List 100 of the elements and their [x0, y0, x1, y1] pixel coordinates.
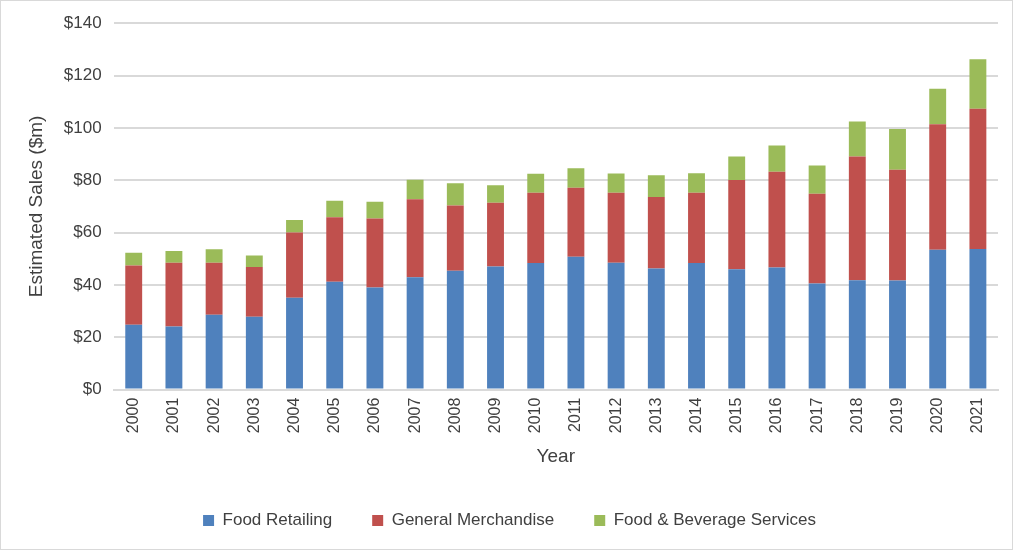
bar — [366, 287, 384, 389]
y-tick-label: $80 — [73, 169, 102, 189]
bar — [728, 269, 746, 389]
bar — [889, 280, 906, 389]
bar — [607, 173, 625, 193]
bar — [125, 324, 143, 389]
bar — [607, 192, 625, 263]
x-tick-label: 2013 — [646, 397, 664, 434]
x-tick-label: 2004 — [284, 397, 302, 434]
y-tick-label: $60 — [73, 222, 102, 242]
bar — [446, 270, 464, 389]
bar — [969, 249, 987, 389]
bar — [366, 218, 384, 288]
bar — [446, 183, 464, 206]
bar — [406, 179, 424, 200]
x-axis-title: Year — [536, 444, 576, 466]
bar — [165, 326, 183, 389]
x-tick-label: 2016 — [767, 397, 785, 434]
bar — [366, 201, 384, 219]
bar — [286, 232, 303, 298]
bar — [125, 265, 143, 325]
bar — [245, 316, 263, 389]
bar — [848, 121, 866, 157]
bar — [286, 220, 303, 233]
x-tick-label: 2014 — [686, 397, 704, 434]
bar — [165, 250, 183, 263]
bar — [406, 199, 424, 278]
x-tick-label: 2015 — [727, 397, 745, 434]
bar — [728, 179, 746, 270]
bar — [607, 262, 625, 389]
x-tick-label: 2008 — [445, 397, 463, 434]
x-tick-label: 2006 — [365, 397, 383, 434]
bar — [889, 169, 906, 281]
y-tick-label: $140 — [63, 12, 102, 32]
x-tick-label: 2001 — [164, 397, 182, 434]
bar — [688, 173, 705, 193]
x-tick-label: 2005 — [325, 397, 343, 434]
y-tick-label: $40 — [73, 274, 102, 294]
bar — [808, 283, 826, 389]
bar — [527, 192, 545, 263]
bar — [567, 187, 585, 257]
bar — [205, 249, 223, 263]
x-tick-label: 2012 — [606, 397, 624, 434]
bar — [848, 280, 866, 389]
bar — [929, 124, 947, 250]
bar — [446, 205, 464, 271]
x-tick-label: 2010 — [526, 397, 544, 434]
bar — [245, 267, 263, 317]
x-tick-label: 2007 — [405, 397, 423, 434]
x-tick-label: 2003 — [244, 397, 262, 434]
legend-label: General Merchandise — [391, 510, 555, 530]
y-axis-title: Estimated Sales ($m) — [24, 115, 46, 298]
x-tick-label: 2020 — [928, 397, 946, 434]
x-tick-label: 2021 — [968, 397, 986, 434]
x-tick-label: 2009 — [485, 397, 503, 434]
y-tick-label: $20 — [73, 326, 102, 346]
bar — [487, 185, 504, 203]
x-tick-label: 2011 — [566, 397, 584, 433]
bar — [808, 165, 826, 194]
bar — [688, 192, 705, 263]
bar — [808, 193, 826, 284]
bar — [567, 168, 585, 188]
bar — [647, 196, 665, 269]
bar — [688, 262, 705, 389]
bar — [768, 171, 786, 268]
bar — [728, 156, 746, 180]
legend-label: Food & Beverage Services — [613, 510, 816, 530]
x-tick-label: 2018 — [847, 397, 865, 434]
bar — [768, 267, 786, 389]
bar — [326, 217, 344, 282]
bar — [647, 268, 665, 389]
bar — [929, 88, 947, 125]
bar — [567, 256, 585, 389]
x-tick-label: 2019 — [887, 397, 905, 434]
y-tick-label: $0 — [82, 379, 102, 399]
bar — [125, 252, 143, 266]
y-tick-label: $100 — [63, 117, 102, 137]
y-tick-label: $120 — [63, 65, 102, 85]
bar — [487, 202, 504, 267]
bar — [848, 156, 866, 281]
bar — [527, 262, 545, 389]
bar — [889, 128, 906, 170]
bar — [326, 281, 344, 389]
x-tick-label: 2000 — [124, 397, 142, 434]
bar — [245, 255, 263, 268]
bar — [165, 262, 183, 327]
bar — [929, 249, 947, 389]
bar — [969, 108, 987, 250]
bar — [286, 297, 303, 389]
bar — [969, 59, 987, 109]
legend-label: Food Retailing — [222, 510, 333, 530]
bar — [527, 173, 545, 193]
x-tick-label: 2017 — [807, 397, 825, 434]
bar — [205, 314, 223, 389]
bar — [647, 175, 665, 197]
bar — [768, 145, 786, 172]
bar — [205, 262, 223, 315]
bar — [487, 266, 504, 389]
bar — [326, 200, 344, 218]
x-tick-label: 2002 — [204, 397, 222, 434]
